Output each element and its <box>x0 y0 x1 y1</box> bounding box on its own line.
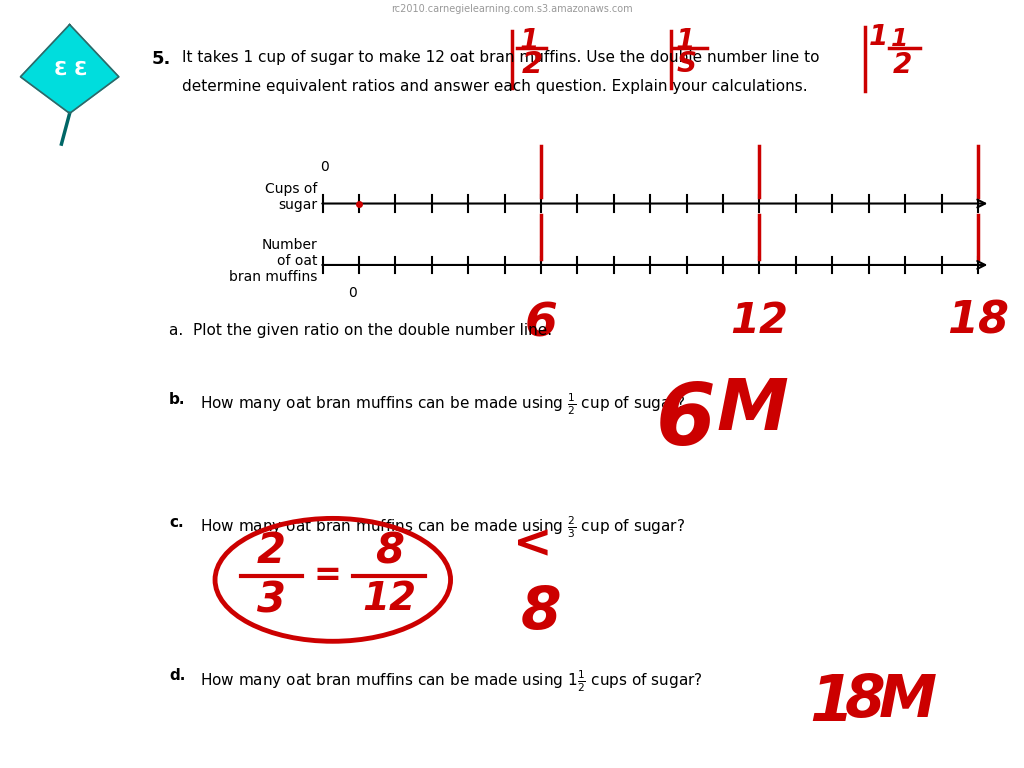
Text: How many oat bran muffins can be made using $\frac{1}{2}$ cup of sugar?: How many oat bran muffins can be made us… <box>200 392 685 417</box>
Text: rc2010.carnegielearning.com.s3.amazonaws.com: rc2010.carnegielearning.com.s3.amazonaws… <box>391 4 633 14</box>
Text: 5.: 5. <box>152 50 171 68</box>
Text: a.  Plot the given ratio on the double number line.: a. Plot the given ratio on the double nu… <box>169 323 552 338</box>
Text: M: M <box>717 376 788 445</box>
Text: b.: b. <box>169 392 185 407</box>
Text: ℇ: ℇ <box>74 60 86 78</box>
Text: 2: 2 <box>257 530 286 572</box>
Text: 1: 1 <box>809 672 853 734</box>
Text: 1: 1 <box>891 27 908 51</box>
Text: 0: 0 <box>321 161 329 174</box>
Text: Cups of
sugar: Cups of sugar <box>265 182 317 213</box>
Text: d.: d. <box>169 668 185 684</box>
Text: c.: c. <box>169 515 183 530</box>
Text: determine equivalent ratios and answer each question. Explain your calculations.: determine equivalent ratios and answer e… <box>182 79 808 94</box>
Text: ℇ: ℇ <box>53 60 66 78</box>
Text: How many oat bran muffins can be made using $1\frac{1}{2}$ cups of sugar?: How many oat bran muffins can be made us… <box>200 668 702 694</box>
Text: How many oat bran muffins can be made using $\frac{2}{3}$ cup of sugar?: How many oat bran muffins can be made us… <box>200 515 685 540</box>
Text: 3: 3 <box>257 580 286 622</box>
Text: 1: 1 <box>868 23 888 51</box>
Text: M: M <box>879 672 937 729</box>
Text: 1: 1 <box>520 27 540 55</box>
Text: Number
of oat
bran muffins: Number of oat bran muffins <box>229 238 317 284</box>
Text: 12: 12 <box>362 580 416 617</box>
Text: 6: 6 <box>524 302 557 347</box>
Text: 2: 2 <box>522 50 544 79</box>
Text: 2: 2 <box>893 51 912 78</box>
Text: 1: 1 <box>676 27 695 55</box>
Text: 8: 8 <box>375 530 403 572</box>
Text: =: = <box>313 560 342 592</box>
Text: 18: 18 <box>947 300 1009 343</box>
Text: It takes 1 cup of sugar to make 12 oat bran muffins. Use the double number line : It takes 1 cup of sugar to make 12 oat b… <box>182 50 820 65</box>
Text: 12: 12 <box>730 300 788 342</box>
Text: 8: 8 <box>520 584 561 641</box>
Text: 6: 6 <box>655 380 715 463</box>
Text: S: S <box>677 50 697 78</box>
Polygon shape <box>20 25 119 114</box>
Text: <: < <box>513 523 552 568</box>
Text: 8: 8 <box>845 672 886 729</box>
Text: 0: 0 <box>348 286 357 300</box>
